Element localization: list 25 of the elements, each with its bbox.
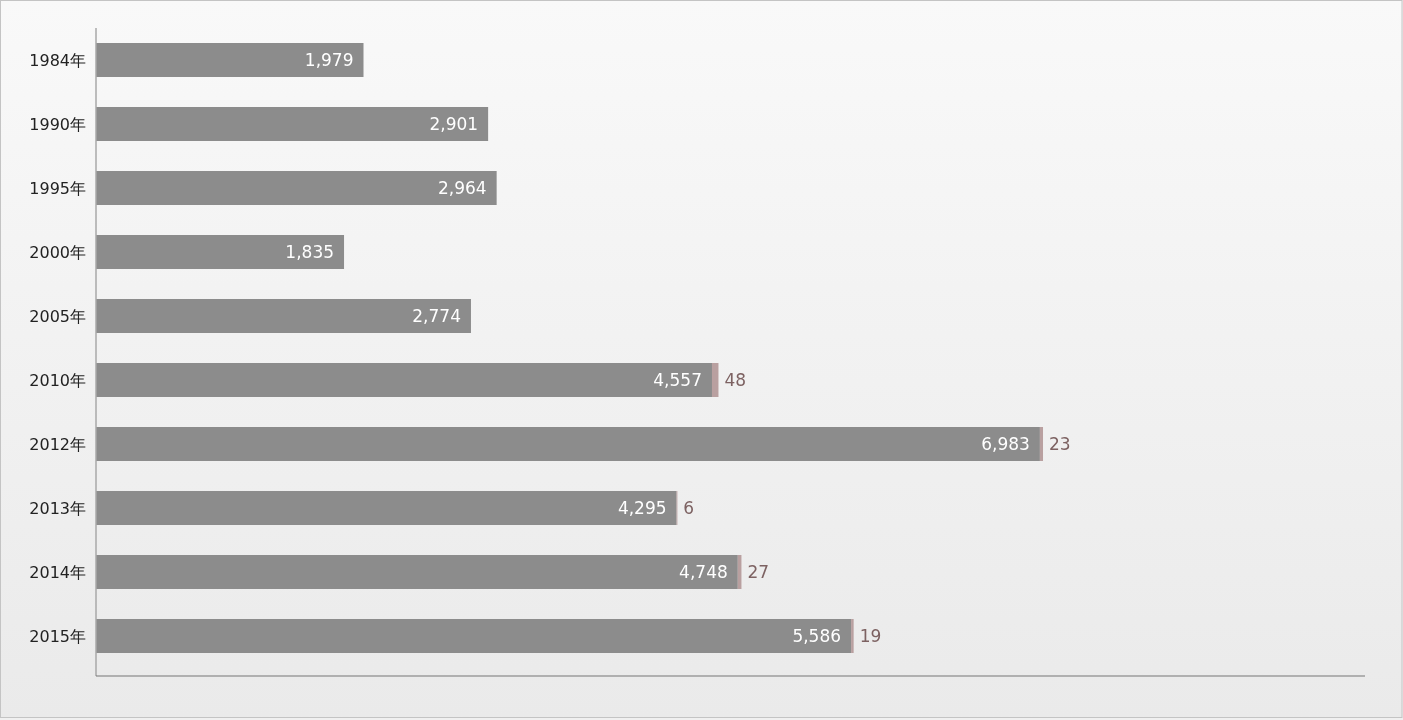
category-label: 1995年 [29, 179, 86, 198]
category-label: 1984年 [29, 51, 86, 70]
category-label: 1990年 [29, 115, 86, 134]
data-label: 27 [747, 562, 770, 582]
category-label: 2015年 [29, 627, 86, 646]
category-label: 2013年 [29, 499, 86, 518]
category-label: 2000年 [29, 243, 86, 262]
data-label: 4,295 [617, 498, 667, 518]
data-label: 2,774 [412, 306, 461, 326]
data-label: 6 [683, 498, 695, 518]
data-label: 2,964 [438, 178, 487, 198]
data-label: 2,901 [429, 114, 479, 134]
category-label: 2012年 [29, 435, 86, 454]
data-label: 4,748 [679, 562, 728, 582]
category-label: 2005年 [29, 307, 86, 326]
data-label: 1,835 [285, 242, 335, 262]
category-label: 2010年 [29, 371, 86, 390]
data-label: 23 [1049, 434, 1071, 454]
data-label: 48 [724, 370, 747, 390]
category-label: 2014年 [29, 563, 86, 582]
data-label: 5,586 [792, 626, 842, 646]
data-label: 19 [859, 626, 882, 646]
data-label: 4,557 [653, 370, 702, 390]
data-label: 1,979 [304, 50, 354, 70]
data-label: 6,983 [981, 434, 1030, 454]
